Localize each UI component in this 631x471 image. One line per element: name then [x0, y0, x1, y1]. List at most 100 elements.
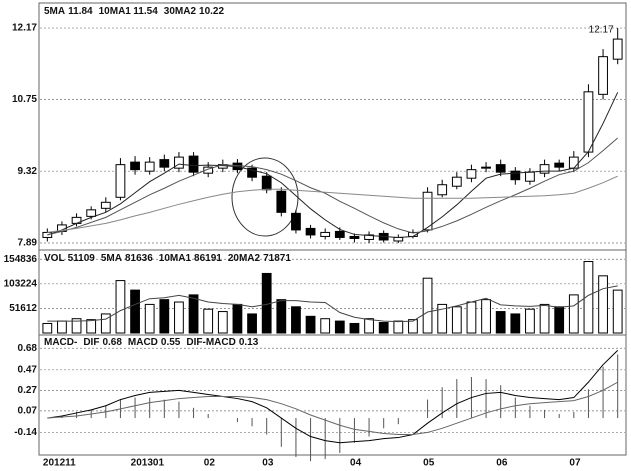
legend-value: 0.68 — [102, 337, 122, 348]
volume-bar — [495, 311, 506, 334]
candle-body — [437, 184, 448, 196]
x-tick-label: 06 — [496, 458, 508, 469]
volume-bar — [115, 280, 126, 334]
y-tick-label: -0.14 — [14, 427, 37, 438]
legend-name: DIF-MACD — [186, 337, 235, 348]
volume-bar — [159, 299, 170, 334]
volume-bar — [466, 301, 477, 334]
x-tick-label: 05 — [423, 458, 435, 469]
legend-value: 86191 — [194, 253, 222, 264]
candle-body — [334, 230, 345, 238]
y-tick-label: 51612 — [9, 303, 37, 314]
candle-body — [291, 212, 301, 231]
volume-bar — [188, 294, 199, 334]
dea-line — [47, 381, 618, 435]
x-tick-label: 07 — [569, 458, 581, 469]
volume-bar — [539, 303, 550, 334]
candle-body — [86, 209, 97, 217]
candle-body — [510, 170, 521, 181]
candle-body — [349, 235, 360, 239]
y-tick-label: 12.17 — [12, 23, 37, 34]
candle-body — [422, 191, 433, 231]
volume-bar — [305, 315, 316, 334]
volume-bar — [408, 319, 418, 334]
volume-bar — [174, 301, 184, 334]
legend: 5MA 11.84 10MA1 11.54 30MA2 10.22 — [44, 6, 224, 17]
candle-body — [525, 171, 535, 182]
candle-body — [612, 38, 623, 60]
y-tick-label: 9.32 — [18, 166, 38, 177]
legend-name: DIF — [83, 337, 99, 348]
volume-bar — [554, 306, 565, 334]
y-tick-label: 10.75 — [12, 94, 37, 105]
legend-prefix: MACD- — [44, 337, 77, 348]
volume-bar — [378, 322, 389, 334]
candle-body — [115, 164, 126, 198]
frame — [38, 2, 627, 456]
candle-body — [305, 227, 316, 236]
y-tick-label: 0.27 — [18, 385, 38, 396]
volume-bar — [130, 289, 140, 334]
candle-body — [100, 201, 111, 209]
legend-value: 0.13 — [239, 337, 259, 348]
volume-bar — [42, 322, 53, 334]
candle-body — [247, 167, 257, 178]
volume-bar — [525, 308, 535, 334]
legend-name: 10MA1 — [159, 253, 192, 264]
legend-value: 11.54 — [133, 6, 158, 17]
x-tick-label: 03 — [262, 458, 274, 469]
legend-value: 51109 — [68, 253, 96, 264]
legend-value: 11.84 — [68, 6, 93, 17]
candle-body — [159, 159, 170, 168]
x-tick-label: 201211 — [43, 458, 76, 469]
volume-bar — [510, 313, 521, 334]
candle-body — [144, 161, 155, 172]
legend-value: 0.55 — [161, 337, 181, 348]
volume-bar — [393, 320, 404, 334]
candle-body — [554, 162, 565, 168]
legend-name: 30MA2 — [164, 6, 197, 17]
candle-body — [364, 234, 374, 240]
candle-body — [539, 164, 550, 174]
ma-line — [47, 92, 619, 238]
max-label: 12.17 — [589, 25, 614, 36]
candle-body — [583, 91, 594, 153]
legend-name: 5MA — [101, 253, 122, 264]
volume-bar — [568, 294, 579, 334]
legend-value: 81636 — [125, 253, 153, 264]
volume-bar — [276, 299, 287, 334]
volume-bar — [144, 303, 155, 334]
legend-name: VOL — [44, 253, 65, 264]
volume-bar — [583, 261, 594, 334]
volume-bar — [291, 306, 301, 334]
volume-bar — [437, 303, 448, 334]
x-tick-label: 04 — [350, 458, 362, 469]
candle-body — [495, 164, 506, 173]
volume-bar — [86, 319, 97, 334]
volume-bar — [217, 311, 228, 334]
volume-bar — [612, 289, 623, 334]
volume-bar — [349, 322, 360, 334]
volume-bar — [422, 277, 433, 334]
legend-value: 71871 — [263, 253, 291, 264]
candle-body — [466, 169, 477, 179]
candle-body — [188, 155, 199, 173]
volume-bar — [481, 299, 491, 334]
y-tick-label: 154836 — [4, 254, 38, 265]
legend-name: 10MA1 — [99, 6, 132, 17]
y-tick-label: 103224 — [4, 278, 38, 289]
volume-bar — [232, 303, 243, 334]
legend-value: 10.22 — [199, 6, 224, 17]
volume-bar — [451, 306, 462, 334]
volume-bar — [334, 320, 345, 334]
ma-line — [47, 175, 618, 233]
ma-line — [47, 137, 619, 236]
volume-bar — [100, 313, 111, 334]
candle-body — [598, 56, 608, 95]
candle-body — [174, 156, 184, 169]
candle-body — [130, 161, 140, 171]
candle-body — [481, 166, 491, 169]
volume-bar — [71, 318, 82, 334]
candle-body — [568, 156, 579, 169]
